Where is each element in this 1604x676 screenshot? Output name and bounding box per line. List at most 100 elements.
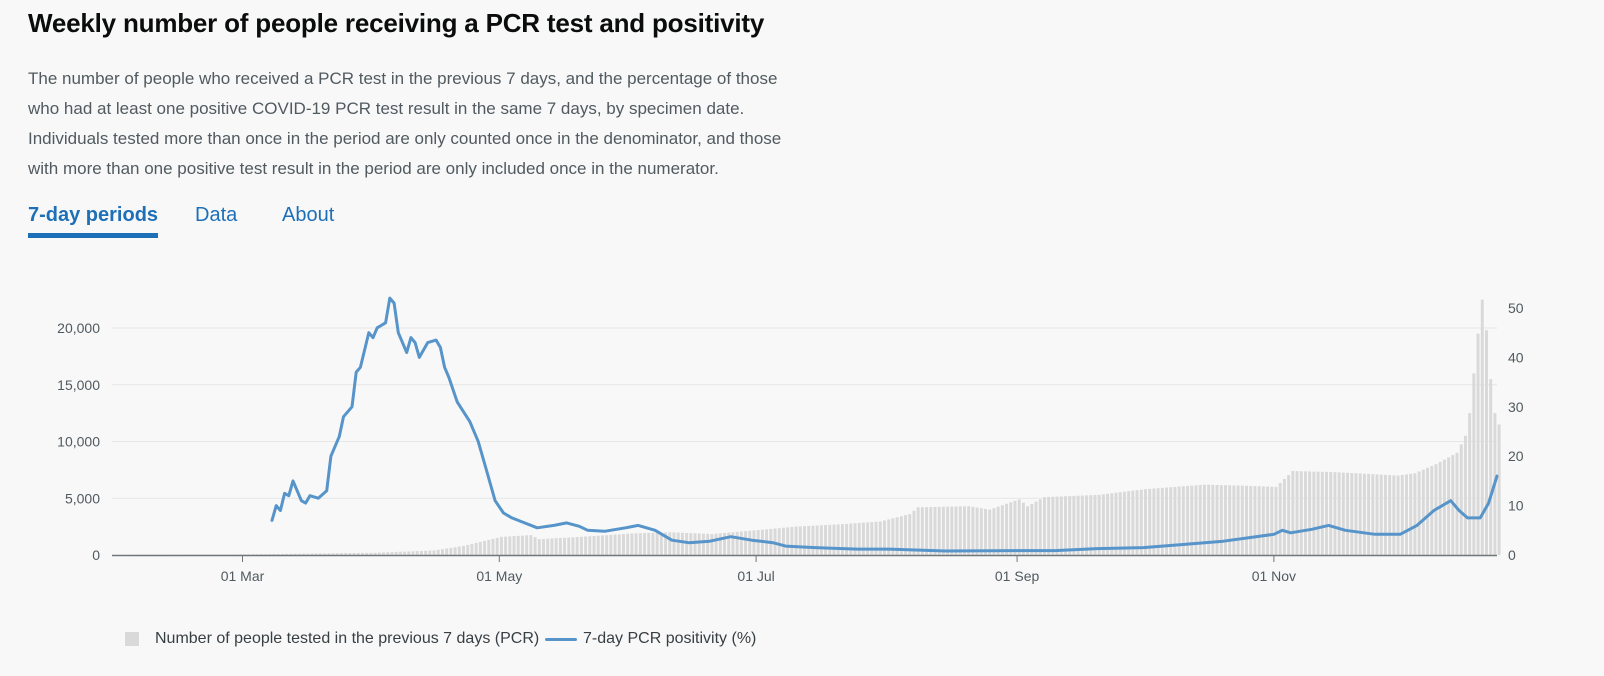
bar xyxy=(1177,486,1181,555)
bar xyxy=(339,553,343,555)
bar xyxy=(331,553,335,555)
bar xyxy=(1051,496,1055,555)
bar xyxy=(470,543,474,555)
bar xyxy=(925,507,929,555)
description-line: The number of people who received a PCR … xyxy=(28,69,778,88)
bar xyxy=(361,552,364,555)
bar xyxy=(731,532,735,555)
bar xyxy=(1396,475,1400,555)
bar xyxy=(975,507,979,555)
bar xyxy=(1362,473,1366,555)
bar xyxy=(617,534,621,555)
legend-item-line[interactable]: 7-day PCR positivity (%) xyxy=(545,630,756,648)
left-axis-tick-label: 15,000 xyxy=(57,377,100,393)
bar xyxy=(571,537,575,555)
bar xyxy=(238,554,242,555)
bar xyxy=(1236,485,1240,555)
bar xyxy=(487,539,491,555)
bar xyxy=(718,533,722,555)
bar xyxy=(1127,491,1131,555)
bar xyxy=(1097,494,1101,555)
bar xyxy=(752,530,756,555)
bar xyxy=(1005,503,1009,555)
bar xyxy=(1308,471,1312,555)
bar xyxy=(411,551,415,555)
bar xyxy=(1472,373,1476,555)
bar xyxy=(440,549,444,555)
bar xyxy=(697,533,701,555)
bar xyxy=(1291,471,1295,555)
bar xyxy=(866,522,870,555)
bar xyxy=(546,538,550,555)
bar xyxy=(613,534,617,555)
bar xyxy=(575,537,579,555)
bar xyxy=(592,535,596,555)
bar xyxy=(920,507,924,555)
bar xyxy=(1253,486,1257,555)
x-axis-tick-label: 01 Nov xyxy=(1252,568,1296,584)
bar xyxy=(958,506,962,555)
bar xyxy=(727,532,731,555)
bar xyxy=(1232,485,1236,555)
bar xyxy=(318,553,322,555)
bar xyxy=(659,532,663,555)
bar xyxy=(710,534,714,555)
bar xyxy=(323,553,327,555)
bar xyxy=(289,553,293,555)
bar xyxy=(651,532,655,555)
bar xyxy=(558,537,562,555)
bar xyxy=(1329,472,1333,555)
bar xyxy=(466,544,470,555)
bar xyxy=(520,535,524,555)
bar xyxy=(706,533,710,555)
bar xyxy=(348,553,352,555)
tab-about[interactable]: About xyxy=(282,204,335,226)
bar xyxy=(1485,330,1488,555)
legend-item-bars[interactable]: Number of people tested in the previous … xyxy=(125,630,539,648)
bar xyxy=(685,532,689,555)
bar xyxy=(1341,472,1345,555)
bar xyxy=(664,532,668,555)
tab-data[interactable]: Data xyxy=(195,204,238,226)
bar xyxy=(415,551,419,555)
bar xyxy=(537,539,541,555)
bar xyxy=(680,532,684,555)
bar xyxy=(436,549,440,555)
x-axis-tick-label: 01 Jul xyxy=(737,568,774,584)
bar xyxy=(1295,471,1299,555)
bar xyxy=(1064,496,1067,555)
bar xyxy=(786,527,790,555)
left-axis-tick-label: 5,000 xyxy=(65,490,100,506)
bar xyxy=(819,525,823,555)
bar xyxy=(1160,487,1164,555)
bar xyxy=(504,536,508,555)
bar xyxy=(1173,486,1177,555)
bar xyxy=(895,517,899,555)
bar xyxy=(516,535,520,555)
x-axis-tick-label: 01 Mar xyxy=(221,568,265,584)
bar xyxy=(377,552,381,555)
bar xyxy=(1489,379,1493,555)
bar xyxy=(1038,499,1042,555)
bar xyxy=(1266,486,1270,555)
bar xyxy=(1400,474,1404,555)
bar xyxy=(1223,485,1227,555)
bar xyxy=(1371,474,1375,555)
bar xyxy=(1219,485,1223,555)
bar xyxy=(874,521,878,555)
chart-description: The number of people who received a PCR … xyxy=(28,64,808,184)
bar xyxy=(533,537,537,555)
bar xyxy=(962,506,966,555)
bar xyxy=(310,553,314,555)
bar xyxy=(302,553,306,555)
bar xyxy=(1068,496,1072,555)
bar xyxy=(954,506,958,555)
bar xyxy=(1358,473,1362,555)
tab-7-day-periods[interactable]: 7-day periods xyxy=(28,204,159,238)
bar xyxy=(857,522,861,555)
bar xyxy=(567,537,571,555)
bar xyxy=(1135,490,1139,555)
bar xyxy=(609,534,613,555)
bar xyxy=(1383,474,1387,555)
bar xyxy=(883,520,886,555)
